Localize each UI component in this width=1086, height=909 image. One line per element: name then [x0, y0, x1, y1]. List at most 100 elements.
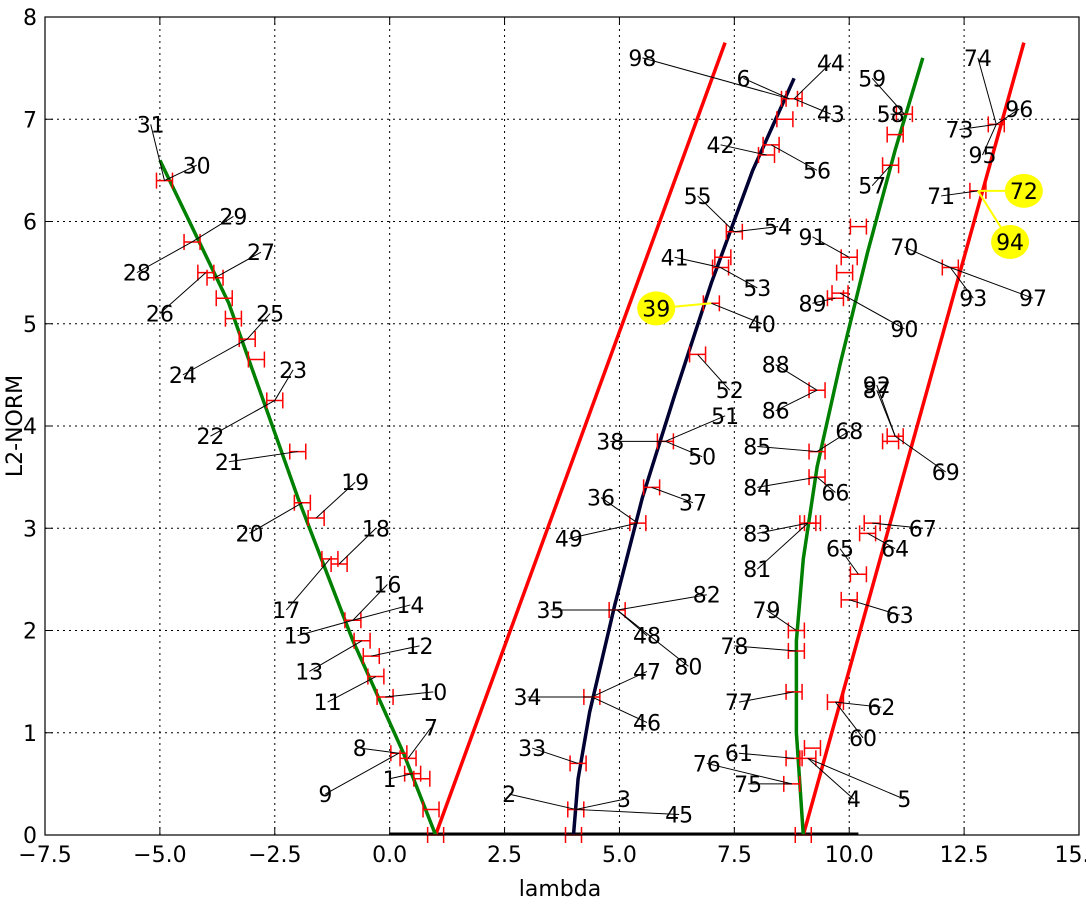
leader-line [246, 313, 271, 340]
leader-line [720, 267, 758, 289]
leader-line [325, 752, 400, 795]
y-tick-label: 6 [23, 211, 37, 236]
leader-line [757, 522, 808, 534]
leader-line [793, 62, 832, 100]
leader-line [191, 215, 234, 243]
annotation-label: 8 [353, 737, 367, 762]
annotation-label: 44 [817, 52, 845, 77]
annotation-label: 64 [881, 538, 909, 563]
x-tick-label: −5.0 [133, 843, 186, 868]
annotation-label: 14 [396, 594, 424, 619]
leader-line [285, 558, 331, 611]
annotation-label: 63 [886, 604, 914, 629]
annotation-label: 18 [362, 517, 390, 542]
annotation-label: 13 [295, 660, 323, 685]
annotation-label: 95 [968, 144, 996, 169]
leader-line [228, 451, 298, 463]
annotation-label: 16 [373, 573, 401, 598]
annotation-label: 11 [314, 691, 342, 716]
annotation-label: 93 [959, 287, 987, 312]
leader-line [214, 251, 262, 279]
annotation-label: 90 [890, 318, 918, 343]
error-bar [413, 770, 431, 787]
leader-line [977, 57, 997, 125]
error-bar [224, 310, 243, 327]
annotation-label: 65 [826, 538, 854, 563]
annotation-label: 67 [909, 517, 937, 542]
leader-line [308, 640, 363, 672]
leader-line [385, 691, 434, 698]
y-tick-label: 8 [23, 6, 37, 31]
error-bar [215, 290, 233, 307]
x-tick-label: 12.5 [940, 843, 989, 868]
leader-line [711, 302, 763, 325]
annotation-label: 15 [284, 625, 312, 650]
annotation-label: 3 [617, 788, 631, 813]
annotation-label: 96 [1005, 98, 1033, 123]
annotation-label: 47 [633, 660, 661, 685]
leader-line [775, 389, 818, 412]
error-bar [422, 801, 440, 818]
leader-line [182, 338, 248, 376]
leader-line [807, 757, 855, 800]
annotation-label: 88 [762, 354, 790, 379]
error-bar [886, 126, 904, 143]
annotation-label: 50 [688, 446, 716, 471]
y-tick-label: 5 [23, 313, 37, 338]
series-line [433, 41, 727, 836]
annotation-label: 43 [817, 103, 845, 128]
annotation-label: 26 [146, 303, 174, 328]
error-bar [803, 740, 822, 757]
annotation-label: 21 [215, 451, 243, 476]
annotation-label: 5 [897, 788, 911, 813]
x-tick-label: −2.5 [248, 843, 301, 868]
leader-line [674, 256, 721, 269]
annotation-label: 40 [748, 313, 776, 338]
leader-line [812, 236, 850, 258]
annotation-label: 33 [518, 737, 546, 762]
leader-line [734, 226, 779, 233]
annotation-label: 91 [798, 226, 826, 251]
y-tick-label: 3 [23, 517, 37, 542]
annotation-label: 62 [867, 696, 895, 721]
series-line [794, 57, 925, 836]
annotation-label: 94 [996, 231, 1024, 256]
highlight-bubble [637, 291, 676, 326]
leader-line [249, 502, 303, 534]
error-bar [835, 264, 854, 281]
leader-line [665, 415, 726, 442]
annotation-label: 86 [762, 400, 790, 425]
annotation-label: 17 [272, 599, 300, 624]
x-tick-label: 7.5 [717, 843, 752, 868]
annotation-label: 71 [927, 185, 955, 210]
annotation-label: 58 [877, 103, 905, 128]
leader-line [950, 267, 1034, 299]
leader-line [839, 548, 859, 575]
annotation-label: 74 [964, 47, 992, 72]
leader-line [756, 522, 809, 570]
leader-line [591, 696, 648, 723]
annotation-label: 25 [256, 303, 284, 328]
leader-line [338, 527, 377, 565]
x-tick-label: 15.0 [1055, 843, 1086, 868]
annotation-label: 29 [219, 205, 247, 230]
annotation-label: 60 [849, 727, 877, 752]
leader-line [775, 364, 818, 391]
series-line [158, 159, 438, 836]
leader-line [816, 476, 836, 493]
annotation-label: 31 [137, 113, 165, 138]
annotation-label: 82 [693, 584, 721, 609]
annotation-label: 38 [596, 430, 624, 455]
annotation-label: 30 [183, 154, 211, 179]
annotation-label: 34 [514, 686, 542, 711]
leader-line [651, 486, 694, 504]
leader-line [274, 369, 294, 401]
annotation-label: 61 [725, 742, 753, 767]
annotation-label: 37 [679, 492, 707, 517]
leader-line [389, 773, 413, 780]
leader-line [297, 619, 354, 637]
annotation-label: 51 [711, 405, 739, 430]
annotation-label: 27 [247, 241, 275, 266]
y-tick-label: 7 [23, 108, 37, 133]
leader-line [849, 599, 900, 616]
